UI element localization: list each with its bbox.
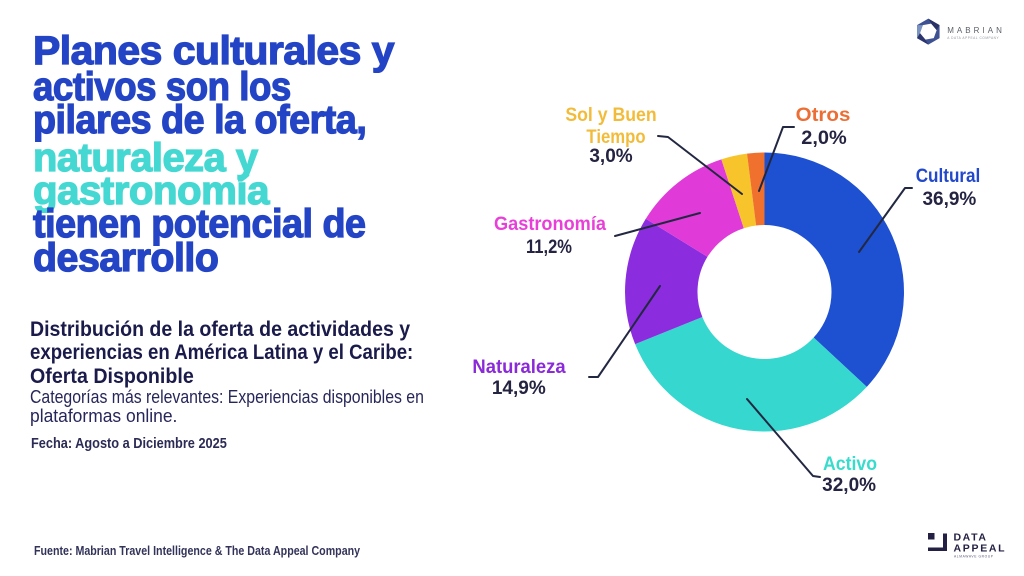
svg-text:ALMAWAVE GROUP: ALMAWAVE GROUP <box>954 554 994 558</box>
svg-text:APPEAL: APPEAL <box>954 542 1007 554</box>
svg-text:A DATA APPEAL COMPANY: A DATA APPEAL COMPANY <box>947 36 999 40</box>
svg-text:MABRIAN: MABRIAN <box>947 26 1005 35</box>
svg-text:DATA: DATA <box>954 531 988 543</box>
